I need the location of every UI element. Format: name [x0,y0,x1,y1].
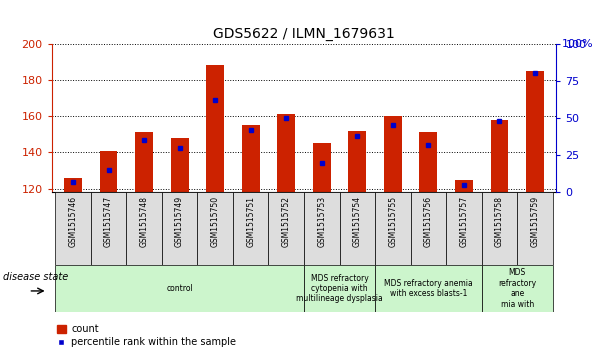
Text: GSM1515755: GSM1515755 [389,196,398,247]
Bar [55,192,91,265]
Bar [233,192,269,265]
Bar [410,192,446,265]
Bar [269,192,304,265]
Text: MDS
refractory
ane
mia with: MDS refractory ane mia with [498,269,536,309]
Bar [206,65,224,192]
Text: control: control [166,284,193,293]
Text: GSM1515753: GSM1515753 [317,196,326,247]
Bar [482,192,517,265]
Bar [420,132,437,192]
Bar [348,131,366,192]
Bar [171,138,188,192]
Bar [517,192,553,265]
Bar [313,143,331,192]
Bar [339,192,375,265]
Text: GSM1515747: GSM1515747 [104,196,113,247]
Bar [242,125,260,192]
Legend: count, percentile rank within the sample: count, percentile rank within the sample [57,324,236,347]
Text: MDS refractory
cytopenia with
multilineage dysplasia: MDS refractory cytopenia with multilinea… [296,274,383,303]
Bar [126,192,162,265]
Bar [375,265,482,312]
Text: 100%: 100% [561,38,593,49]
Bar [482,265,553,312]
Bar [304,265,375,312]
Bar [64,178,82,192]
Text: GSM1515746: GSM1515746 [69,196,77,247]
Text: GSM1515757: GSM1515757 [460,196,468,247]
Bar [100,151,117,192]
Text: GSM1515759: GSM1515759 [531,196,539,247]
Text: GSM1515756: GSM1515756 [424,196,433,247]
Text: GSM1515750: GSM1515750 [210,196,219,247]
Bar [198,192,233,265]
Title: GDS5622 / ILMN_1679631: GDS5622 / ILMN_1679631 [213,27,395,41]
Bar [55,265,304,312]
Text: MDS refractory anemia
with excess blasts-1: MDS refractory anemia with excess blasts… [384,279,473,298]
Text: GSM1515748: GSM1515748 [140,196,148,247]
Text: GSM1515752: GSM1515752 [282,196,291,247]
Text: GSM1515754: GSM1515754 [353,196,362,247]
Text: GSM1515749: GSM1515749 [175,196,184,247]
Text: GSM1515758: GSM1515758 [495,196,504,247]
Bar [304,192,339,265]
Bar [526,71,544,192]
Text: GSM1515751: GSM1515751 [246,196,255,247]
Bar [455,180,473,192]
Bar [135,132,153,192]
Text: disease state: disease state [2,272,68,282]
Bar [277,114,295,192]
Bar [162,192,198,265]
Bar [375,192,410,265]
Bar [446,192,482,265]
Bar [91,192,126,265]
Bar [384,116,402,192]
Bar [491,120,508,192]
